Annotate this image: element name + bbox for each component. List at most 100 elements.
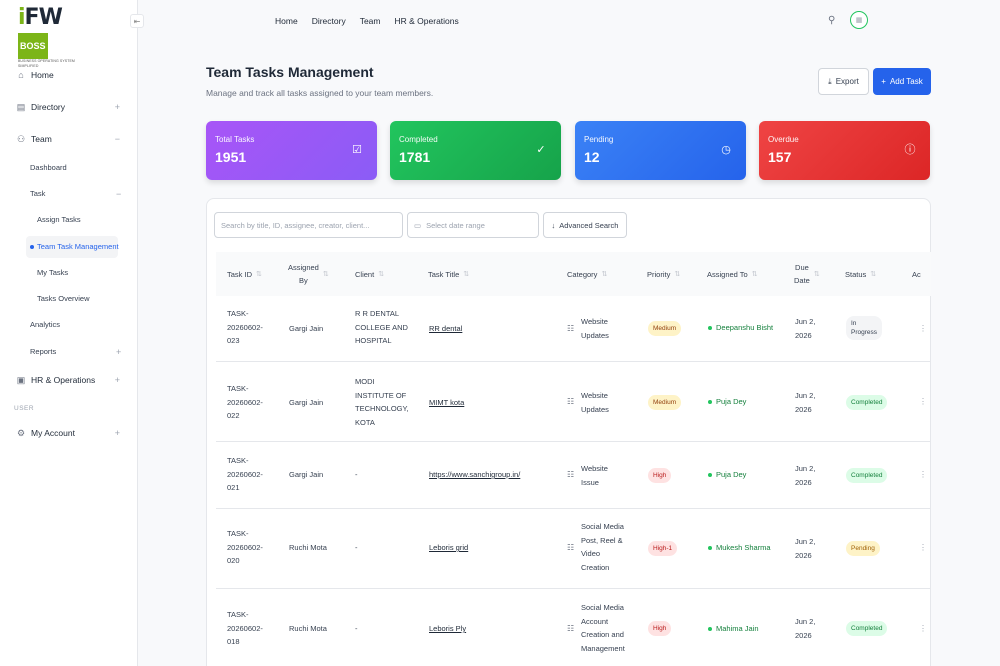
stat-card-pending[interactable]: Pending 12 ◷	[575, 121, 746, 180]
online-dot	[708, 626, 712, 631]
status-badge: Pending	[846, 541, 880, 556]
due-date: Jun 2, 2026	[795, 391, 816, 414]
assigned-by: Gargi Jain	[289, 324, 324, 333]
sort-icon: ⇅	[378, 271, 385, 278]
th-status[interactable]: Status ⇅	[845, 270, 877, 279]
more-icon[interactable]: ⋮	[919, 624, 927, 633]
sidebar-item-my-tasks[interactable]: My Tasks	[37, 268, 69, 277]
priority-badge: Medium	[648, 395, 682, 410]
status-badge: In Progress	[846, 316, 883, 340]
table-row[interactable]	[216, 509, 931, 589]
section-label-user: USER	[14, 405, 35, 412]
task-title-link[interactable]: MIMT kota	[429, 398, 465, 407]
sort-icon: ⇅	[463, 271, 470, 278]
table-row[interactable]	[216, 296, 931, 362]
topnav-team[interactable]: Team	[359, 16, 381, 26]
stat-card-completed[interactable]: Completed 1781 ✓	[390, 121, 561, 180]
th-priority[interactable]: Priority ⇅	[647, 270, 681, 279]
online-dot	[708, 399, 712, 404]
due-date: Jun 2, 2026	[795, 317, 816, 340]
online-dot	[708, 325, 712, 330]
more-icon[interactable]: ⋮	[919, 397, 927, 406]
sidebar-item-home[interactable]: ⌂ Home	[0, 70, 138, 80]
table-row[interactable]	[216, 362, 931, 442]
sidebar-item-team[interactable]: ⚇ Team −	[16, 133, 120, 145]
page-title: Team Tasks Management	[206, 64, 374, 80]
team-icon: ⚇	[16, 133, 26, 144]
th-assigned-to[interactable]: Assigned To ⇅	[707, 270, 758, 279]
task-title-link[interactable]: https://www.sanchigroup.in/	[429, 470, 521, 479]
assignee: Deepanshu Bisht	[708, 323, 773, 332]
export-button[interactable]: ⤓ Export	[818, 68, 869, 95]
online-dot	[708, 545, 712, 550]
th-actions: Ac	[912, 270, 921, 279]
topnav-home[interactable]: Home	[275, 16, 298, 26]
expand-icon: +	[114, 375, 120, 385]
priority-badge: Medium	[648, 321, 682, 336]
priority-badge: High	[648, 621, 672, 636]
due-date: Jun 2, 2026	[795, 464, 816, 487]
th-due-date[interactable]: Due Date ⇅	[794, 263, 820, 285]
table-header: Task ID ⇅ Assigned By ⇅ Client ⇅ Task Title…	[216, 252, 931, 296]
task-title-link[interactable]: Leboris Ply	[429, 624, 467, 633]
table-row[interactable]	[216, 442, 931, 509]
plus-icon: +	[881, 77, 886, 86]
stat-card-overdue[interactable]: Overdue 157 ⓘ	[759, 121, 930, 180]
th-assigned-by[interactable]: Assigned By ⇅	[288, 263, 329, 285]
priority-badge: High-1	[648, 541, 678, 556]
expand-icon: +	[116, 347, 122, 357]
online-dot	[708, 472, 712, 477]
sidebar-collapse-button[interactable]: ⇤	[130, 14, 144, 28]
sidebar-item-reports[interactable]: Reports +	[30, 347, 122, 357]
task-title-link[interactable]: RR dental	[429, 324, 463, 333]
expand-icon: +	[114, 428, 120, 438]
avatar[interactable]: ▦	[850, 11, 868, 29]
task-id: TASK- 20260602- 021	[227, 456, 263, 492]
more-icon[interactable]: ⋮	[919, 324, 927, 333]
stat-card-total[interactable]: Total Tasks 1951 ☑	[206, 121, 377, 180]
check-circle-icon: ✓	[536, 143, 546, 156]
th-category[interactable]: Category ⇅	[567, 270, 608, 279]
sidebar-item-analytics[interactable]: Analytics	[30, 320, 61, 329]
client: R R DENTAL COLLEGE AND HOSPITAL	[355, 309, 408, 345]
client: MODI INSTITUTE OF TECHNOLOGY, KOTA	[355, 377, 409, 427]
sidebar-item-team-task-management[interactable]: Team Task Management	[37, 242, 119, 251]
sidebar-item-my-account[interactable]: ⚙ My Account +	[16, 427, 120, 439]
add-task-button[interactable]: + Add Task	[873, 68, 931, 95]
list-icon: ☷	[567, 397, 575, 406]
topnav-directory[interactable]: Directory	[311, 16, 346, 26]
due-date: Jun 2, 2026	[795, 537, 816, 560]
sidebar-item-directory[interactable]: ▤ Directory +	[16, 101, 120, 113]
th-task-title[interactable]: Task Title ⇅	[428, 270, 470, 279]
sidebar-item-dashboard[interactable]: Dashboard	[30, 163, 67, 172]
assigned-by: Gargi Jain	[289, 470, 324, 479]
category: Website Updates	[581, 391, 609, 414]
task-id: TASK- 20260602- 023	[227, 309, 263, 345]
search-input[interactable]: Search by title, ID, assignee, creator, …	[214, 212, 403, 238]
advanced-search-button[interactable]: ↓ Advanced Search	[543, 212, 627, 238]
assignee: Mahima Jain	[708, 624, 759, 633]
th-client[interactable]: Client ⇅	[355, 270, 385, 279]
more-icon[interactable]: ⋮	[919, 470, 927, 479]
topnav-hr-operations[interactable]: HR & Operations	[394, 16, 459, 26]
status-badge: Completed	[846, 468, 888, 483]
task-id: TASK- 20260602- 020	[227, 529, 263, 565]
active-dot	[30, 245, 34, 249]
more-icon[interactable]: ⋮	[919, 543, 927, 552]
collapse-icon: −	[116, 189, 122, 199]
brand-logo[interactable]: iFWBOSS BUSINESS OPERATING SYSTEM SIMPLI…	[18, 5, 75, 68]
download-icon: ⤓	[828, 76, 832, 86]
sidebar-item-task[interactable]: Task −	[30, 189, 122, 199]
date-range-input[interactable]: ▭ Select date range	[407, 212, 539, 238]
sidebar-item-assign-tasks[interactable]: Assign Tasks	[37, 215, 81, 224]
calendar-icon: ▭	[414, 220, 422, 230]
category: Website Updates	[581, 317, 609, 340]
th-task-id[interactable]: Task ID ⇅	[227, 270, 262, 279]
sidebar-item-tasks-overview[interactable]: Tasks Overview	[37, 294, 90, 303]
sidebar-item-hr-operations[interactable]: ▣ HR & Operations +	[16, 374, 120, 386]
search-icon[interactable]: ⚲	[828, 15, 836, 26]
assigned-by: Ruchi Mota	[289, 543, 327, 552]
task-title-link[interactable]: Leboris grid	[429, 543, 469, 552]
sort-icon: ⇅	[256, 271, 262, 278]
due-date: Jun 2, 2026	[795, 617, 816, 640]
